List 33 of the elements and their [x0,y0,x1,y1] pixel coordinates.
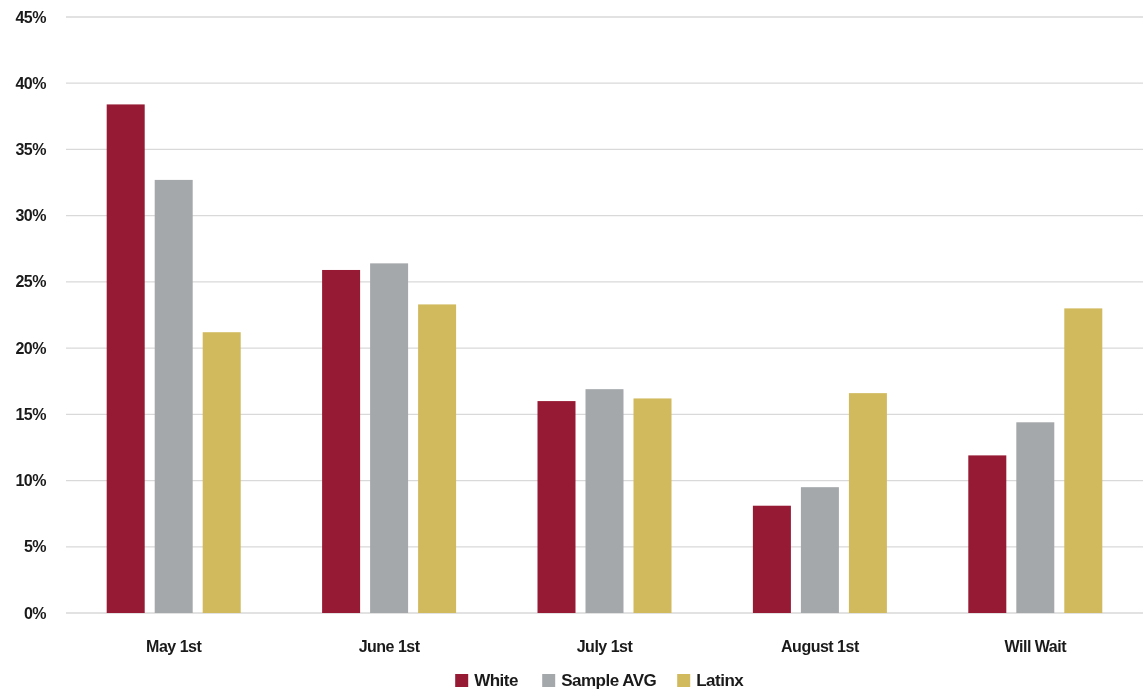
legend-label: Latinx [696,671,745,690]
y-tick-label: 0% [23,604,47,622]
y-tick-label: 20% [15,339,47,357]
bar [1064,308,1103,613]
x-tick-label: May 1st [146,637,203,655]
x-tick-label: July 1st [576,637,634,655]
y-tick-label: 40% [15,74,47,92]
y-tick-label: 35% [15,141,47,159]
bar [370,263,409,613]
bar [106,104,145,613]
legend-label: White [474,671,519,690]
bar [585,389,624,613]
x-tick-label: August 1st [781,637,860,655]
bar [202,332,241,613]
y-tick-label: 15% [15,405,47,423]
x-tick-label: June 1st [358,637,421,655]
bar [968,455,1007,613]
bar [633,398,672,613]
y-tick-label: 30% [15,207,47,225]
bar [1016,422,1055,613]
bar [154,179,193,613]
bar [752,505,791,613]
y-tick-label: 5% [23,538,47,556]
y-tick-label: 10% [15,472,47,490]
y-tick-label: 45% [15,8,47,26]
bar [322,269,361,613]
bar [537,401,576,613]
y-tick-label: 25% [15,273,47,291]
bar [800,487,839,613]
legend-label: Sample AVG [561,671,657,690]
x-tick-label: Will Wait [1004,637,1068,655]
bar [848,393,887,613]
bar [418,304,457,613]
